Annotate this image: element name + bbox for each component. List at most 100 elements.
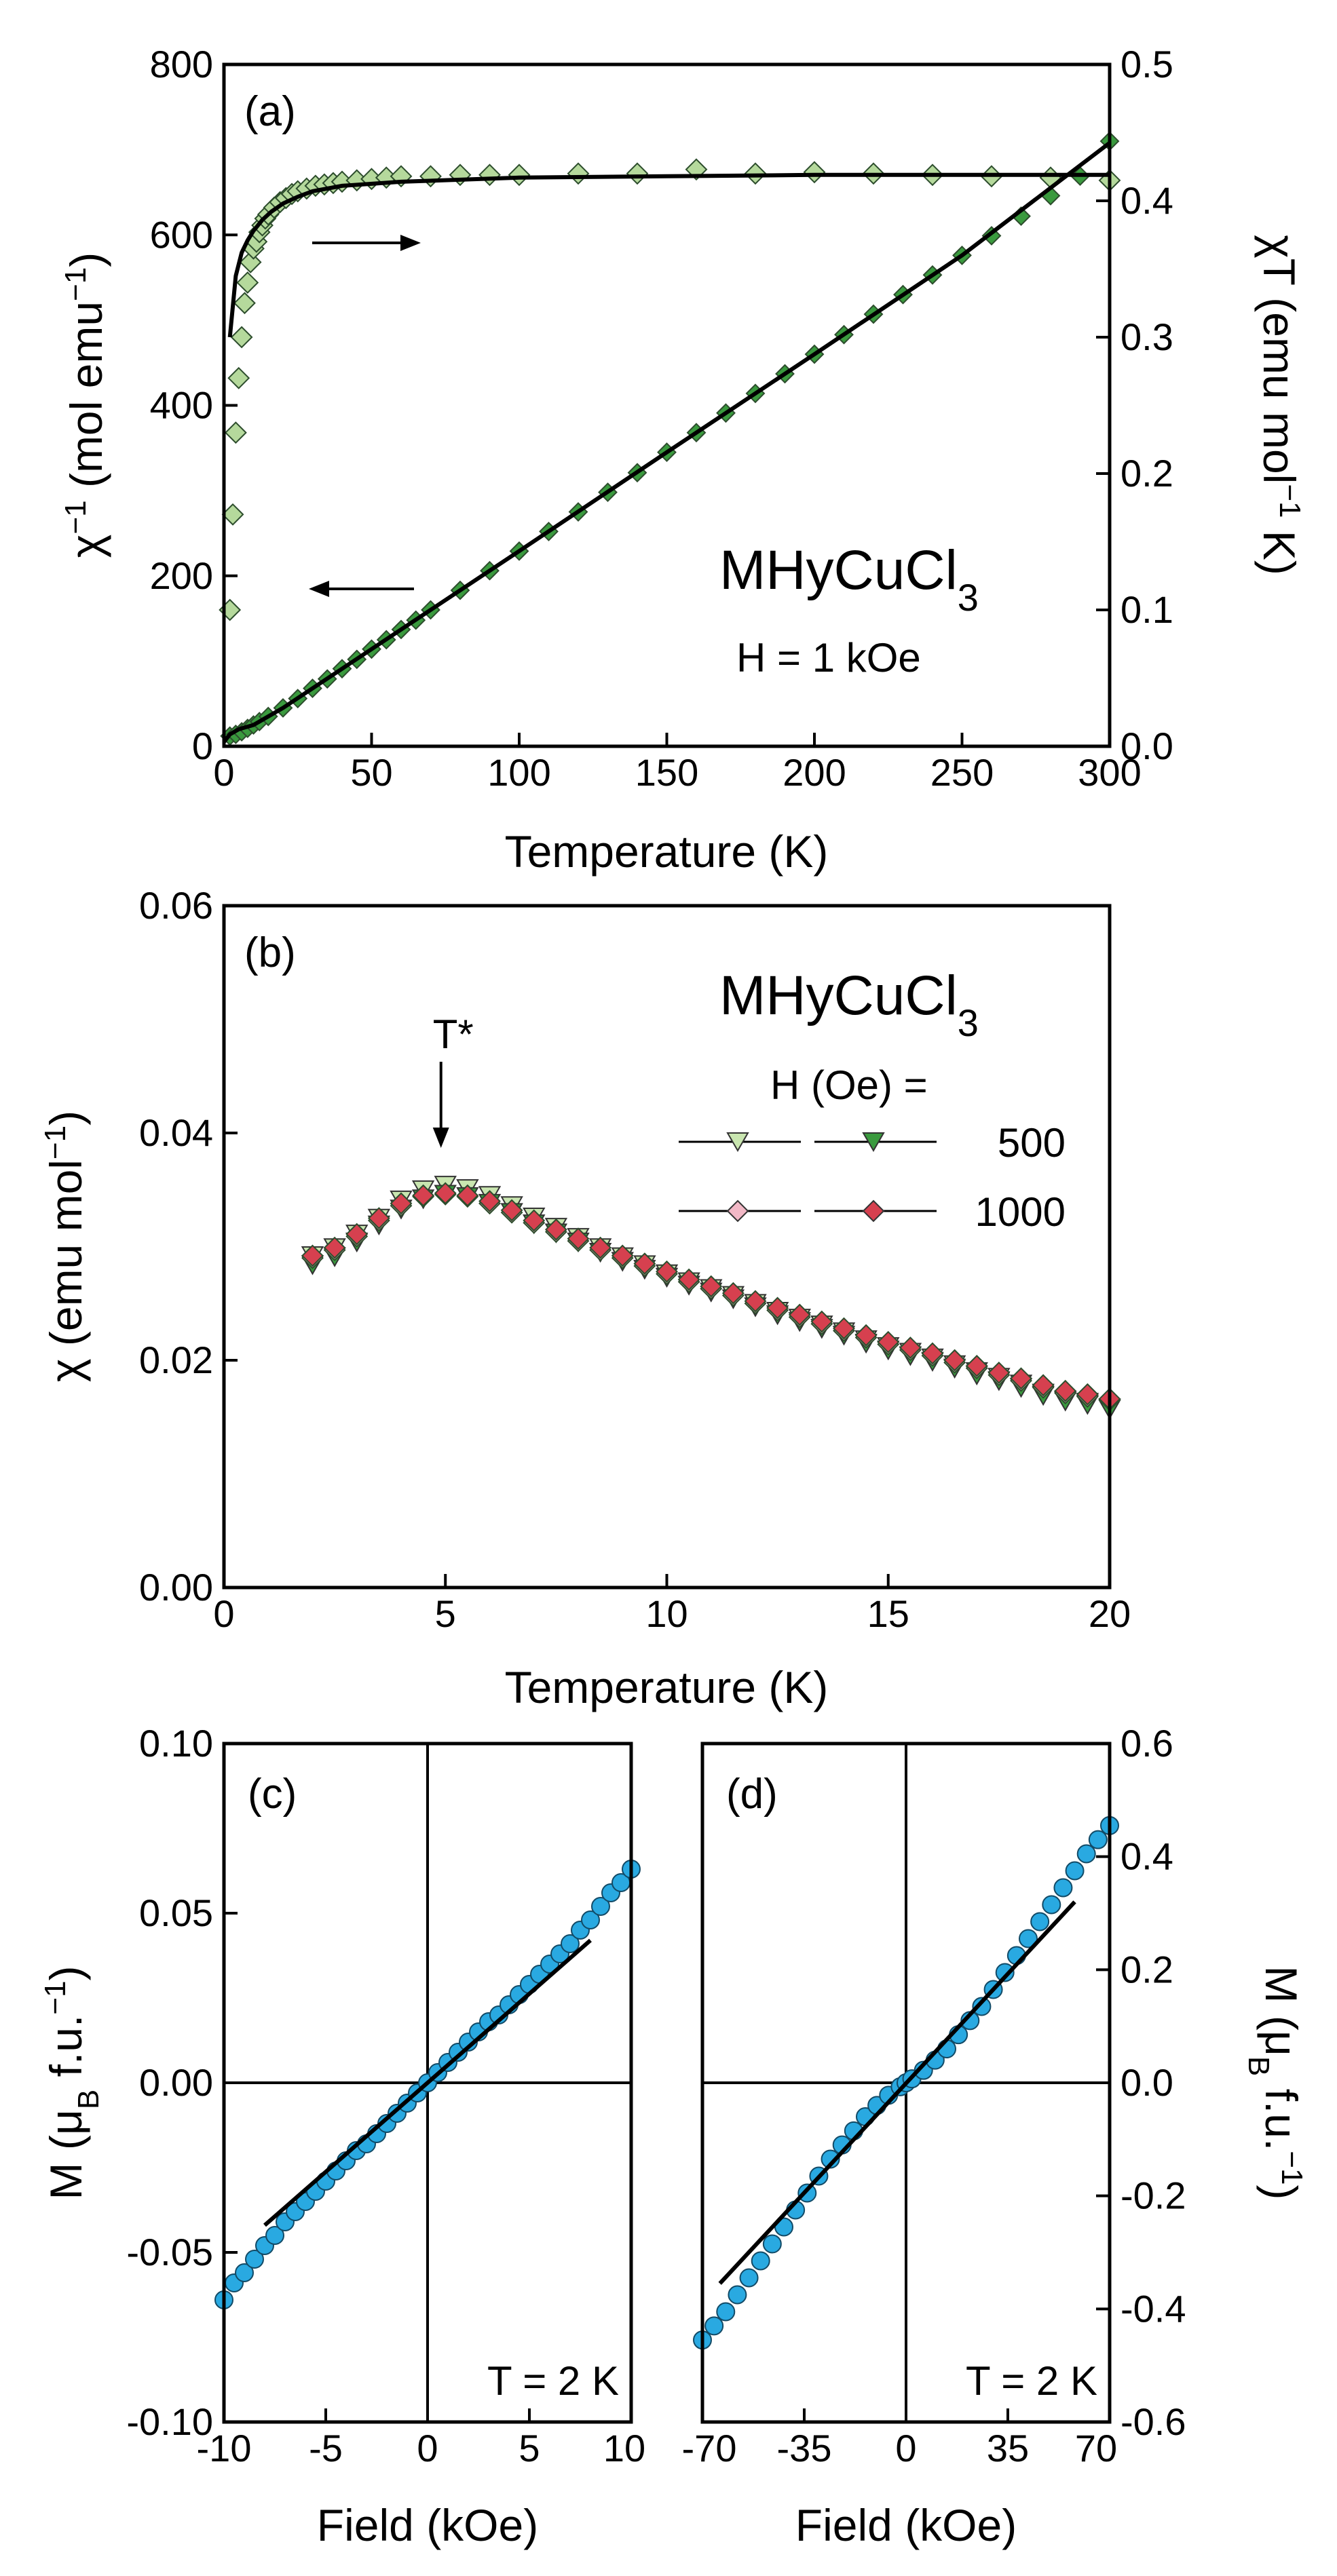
- c-temperature-label: T = 2 K: [487, 2358, 619, 2404]
- a-left-ytick-label-0: 0: [192, 725, 213, 767]
- d-point: [995, 1963, 1015, 1982]
- b-point-3: [345, 1223, 369, 1246]
- b-x-axis-title: Temperature (K): [505, 1662, 829, 1712]
- a-y-ticks-right: 0.0 0.1 0.2 0.3 0.4 0.5: [1096, 43, 1173, 767]
- b-point-3: [677, 1268, 700, 1291]
- d-point: [751, 2251, 770, 2271]
- d-point: [1076, 1844, 1096, 1864]
- d-xtick-label-1: -35: [777, 2427, 832, 2469]
- c-ytick-label-1: -0.05: [126, 2231, 213, 2273]
- b-point-3: [788, 1303, 811, 1326]
- c-point: [591, 1897, 610, 1916]
- a-chiT-series: [219, 158, 1121, 621]
- d-point: [1019, 1929, 1038, 1948]
- a-panel-label: (a): [244, 88, 296, 135]
- d-x-ticks: -70 -35 0 35 70: [682, 2408, 1117, 2469]
- c-ytick-label-3: 0.05: [139, 1891, 213, 1934]
- d-point: [716, 2302, 736, 2322]
- b-point-3: [965, 1354, 988, 1377]
- b-compound-label: MHyCuCl3: [719, 965, 979, 1044]
- b-point-3: [367, 1207, 390, 1230]
- b-point-3: [1076, 1383, 1099, 1406]
- c-y-ticks: -0.10 -0.05 0.00 0.05 0.10: [126, 1722, 238, 2443]
- b-point-3: [766, 1296, 789, 1320]
- b-tstar-arrow-icon: [432, 1062, 449, 1148]
- d-xtick-label-2: 0: [895, 2427, 916, 2469]
- b-point-3: [589, 1236, 612, 1259]
- d-temperature-label: T = 2 K: [966, 2358, 1097, 2404]
- b-point-3: [854, 1324, 878, 1347]
- a-chiT-point: [419, 165, 442, 188]
- d-y-axis-title: M (μB f.u.−1): [1243, 1966, 1309, 2200]
- b-point-3: [700, 1275, 723, 1298]
- c-xtick-label-4: 10: [603, 2427, 645, 2469]
- a-compound-label: MHyCuCl3: [719, 539, 979, 619]
- a-xtick-label-6: 300: [1078, 751, 1141, 794]
- b-legend-marker-filled: [862, 1132, 885, 1153]
- d-ytick-label-5: 0.4: [1121, 1835, 1173, 1878]
- c-point: [235, 2263, 254, 2282]
- d-ytick-label-6: 0.6: [1121, 1722, 1173, 1765]
- b-point-3: [810, 1310, 833, 1333]
- a-chiT-point: [626, 162, 649, 185]
- d-panel-label: (d): [726, 1771, 778, 1818]
- b-x-ticks: 0 5 10 15 20: [213, 1574, 1131, 1635]
- b-point-3: [877, 1330, 900, 1353]
- c-x-axis-title: Field (kOe): [317, 2500, 538, 2550]
- c-xtick-label-3: 5: [519, 2427, 540, 2469]
- b-legend-title: H (Oe) =: [770, 1062, 928, 1108]
- b-point-3: [921, 1342, 944, 1365]
- d-point: [762, 2234, 782, 2254]
- d-point: [1065, 1861, 1085, 1881]
- b-point-3: [1032, 1374, 1055, 1397]
- a-fit-curves: [222, 141, 1111, 744]
- b-point-3: [943, 1349, 966, 1372]
- a-fit-inverse-chi: [222, 141, 1111, 744]
- a-left-ytick-label-1: 200: [150, 554, 213, 597]
- c-xtick-label-0: -10: [197, 2427, 252, 2469]
- a-chiT-point: [233, 292, 256, 315]
- b-y-axis-title: χ (emu mol−1): [39, 1111, 92, 1382]
- a-right-y-axis-title: χT (emu mol−1 K): [1254, 235, 1307, 575]
- b-point-3: [323, 1236, 346, 1259]
- c-ytick-label-4: 0.10: [139, 1722, 213, 1765]
- a-chiT-point: [221, 503, 244, 526]
- a-xtick-label-5: 250: [930, 751, 994, 794]
- a-right-ytick-label-1: 0.1: [1121, 588, 1173, 631]
- d-ytick-label-0: -0.6: [1121, 2400, 1186, 2443]
- d-fit-line: [718, 1900, 1076, 2285]
- d-xtick-label-0: -70: [682, 2427, 737, 2469]
- a-chiT-point: [236, 271, 259, 294]
- b-point-3: [1054, 1379, 1077, 1402]
- d-point: [704, 2316, 724, 2336]
- b-point-3: [611, 1244, 634, 1267]
- c-point: [265, 2226, 284, 2245]
- d-x-axis-title: Field (kOe): [795, 2500, 1017, 2550]
- b-ytick-label-3: 0.06: [139, 884, 213, 927]
- b-susceptibility-series: [301, 1176, 1121, 1420]
- b-point-3: [987, 1362, 1011, 1384]
- a-arrow-left-icon: [309, 581, 414, 597]
- d-xtick-label-3: 35: [987, 2427, 1029, 2469]
- a-left-ytick-label-3: 600: [150, 213, 213, 256]
- a-right-ytick-label-5: 0.5: [1121, 43, 1173, 85]
- d-point: [1042, 1895, 1061, 1915]
- b-tstar-arrow-head: [432, 1128, 449, 1148]
- b-y-ticks: 0.00 0.02 0.04 0.06: [139, 884, 238, 1609]
- c-xtick-label-2: 0: [417, 2427, 438, 2469]
- b-point-3: [1010, 1367, 1032, 1390]
- a-xtick-label-4: 200: [783, 751, 846, 794]
- a-xtick-label-0: 0: [213, 751, 234, 794]
- a-chiT-point: [230, 326, 253, 349]
- b-ytick-label-2: 0.04: [139, 1111, 213, 1154]
- b-point-3: [656, 1260, 678, 1283]
- b-point-3: [478, 1190, 501, 1212]
- a-chiT-point: [224, 421, 247, 444]
- d-point: [797, 2183, 817, 2203]
- c-xtick-label-1: -5: [309, 2427, 343, 2469]
- b-legend-marker-open: [726, 1132, 749, 1153]
- a-xtick-label-1: 50: [350, 751, 392, 794]
- b-xtick-label-1: 5: [435, 1592, 456, 1635]
- b-point-3: [544, 1218, 567, 1241]
- b-point-3: [500, 1199, 523, 1222]
